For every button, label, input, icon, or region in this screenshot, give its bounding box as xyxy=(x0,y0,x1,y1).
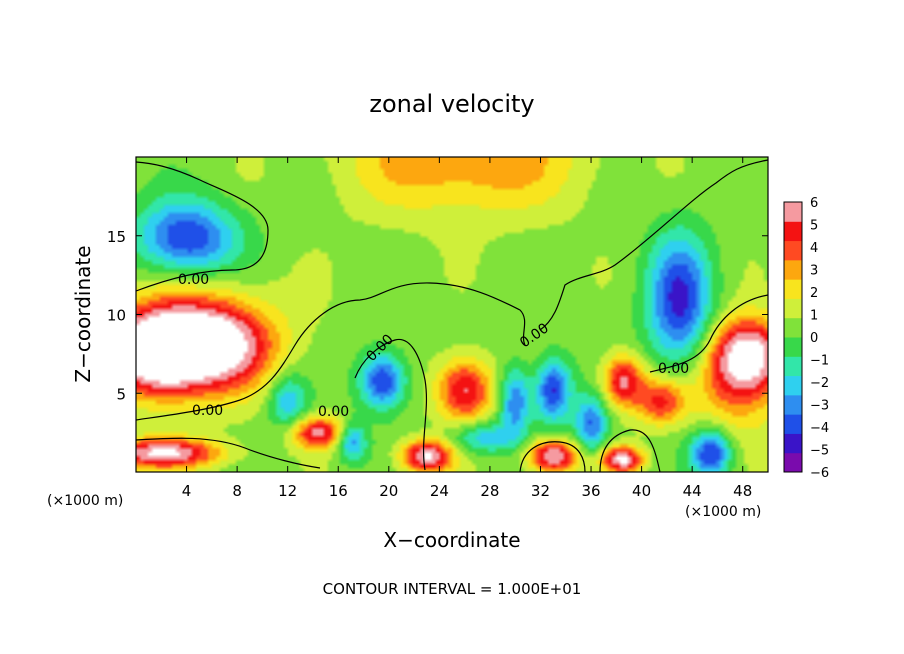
y-tick-label: 5 xyxy=(116,385,126,403)
colorbar-swatch xyxy=(784,221,802,242)
colorbar-tick-label: −3 xyxy=(810,399,829,414)
colorbar-frame xyxy=(783,201,803,473)
colorbar-swatch xyxy=(784,279,802,299)
y-tick-label: 15 xyxy=(107,228,126,246)
y-tick-label: 10 xyxy=(107,307,126,325)
x-tick-label: 8 xyxy=(232,482,242,500)
x-tick-label: 48 xyxy=(733,482,752,500)
colorbar-swatch xyxy=(784,375,802,396)
x-tick-label: 44 xyxy=(683,482,702,500)
x-tick-label: 40 xyxy=(632,482,651,500)
contour-interval-footer: CONTOUR INTERVAL = 1.000E+01 xyxy=(323,580,582,598)
x-tick-label: 28 xyxy=(480,482,499,500)
colorbar-tick-label: 5 xyxy=(810,219,818,234)
zero-contour-bottom xyxy=(135,437,321,469)
zero-contour-left xyxy=(135,161,269,292)
colorbar-swatch xyxy=(784,317,802,338)
contour-label: 0.00 xyxy=(658,361,689,377)
x-unit-left: (×1000 m) xyxy=(47,493,123,509)
colorbar-tick-label: −2 xyxy=(810,376,829,391)
chart-title: zonal velocity xyxy=(369,90,534,118)
x-axis-label: X−coordinate xyxy=(383,528,520,552)
y-axis: 5 10 15 xyxy=(107,228,768,403)
colorbar: 6 5 4 3 2 1 0 −1 −2 −3 −4 −5 −6 xyxy=(783,196,829,481)
zero-contour-middle xyxy=(354,338,428,471)
plot-area: 0.00 0.00 0.00 0.00 0.00 0.00 4 8 12 16 20 24… xyxy=(107,156,769,500)
zero-contour-right xyxy=(539,159,769,331)
colorbar-swatch xyxy=(784,259,802,280)
colorbar-tick-label: 2 xyxy=(810,286,818,301)
colorbar-swatch xyxy=(784,394,802,415)
colorbar-swatch xyxy=(784,240,802,261)
contour-labels: 0.00 0.00 0.00 0.00 0.00 0.00 xyxy=(178,272,689,420)
colorbar-tick-label: −1 xyxy=(810,354,829,369)
x-unit-right: (×1000 m) xyxy=(685,504,761,520)
x-tick-label: 24 xyxy=(430,482,449,500)
contour-label: 0.00 xyxy=(192,403,223,419)
colorbar-swatch xyxy=(784,433,802,454)
colorbar-tick-label: −6 xyxy=(810,466,829,481)
colorbar-tick-label: 1 xyxy=(810,309,818,324)
zero-contour-lower-left xyxy=(135,282,526,421)
x-tick-label: 20 xyxy=(379,482,398,500)
colorbar-tick-label: 4 xyxy=(810,241,818,256)
colorbar-tick-label: 6 xyxy=(810,196,818,211)
zero-contour-right-lower xyxy=(649,294,769,373)
x-axis: 4 8 12 16 20 24 28 32 36 40 44 48 xyxy=(182,157,752,500)
colorbar-swatch xyxy=(784,452,802,473)
colorbar-swatch xyxy=(784,414,802,434)
x-tick-label: 36 xyxy=(581,482,600,500)
x-tick-label: 4 xyxy=(182,482,192,500)
x-tick-label: 12 xyxy=(278,482,297,500)
contour-label: 0.00 xyxy=(318,404,349,420)
colorbar-swatch xyxy=(784,298,802,319)
zero-contour-rings xyxy=(519,429,661,473)
x-tick-label: 32 xyxy=(531,482,550,500)
colorbar-tick-label: 3 xyxy=(810,264,818,279)
y-axis-label: Z−coordinate xyxy=(71,245,95,382)
colorbar-swatch xyxy=(784,356,802,377)
colorbar-swatch xyxy=(784,202,802,222)
contour-label: 0.00 xyxy=(178,272,209,288)
velocity-heatmap xyxy=(136,157,768,472)
colorbar-swatch xyxy=(784,337,802,357)
colorbar-tick-label: −5 xyxy=(810,444,829,459)
x-tick-label: 16 xyxy=(329,482,348,500)
colorbar-tick-label: 0 xyxy=(810,331,818,346)
zero-contour-lines xyxy=(135,159,769,473)
colorbar-tick-label: −4 xyxy=(810,421,829,436)
